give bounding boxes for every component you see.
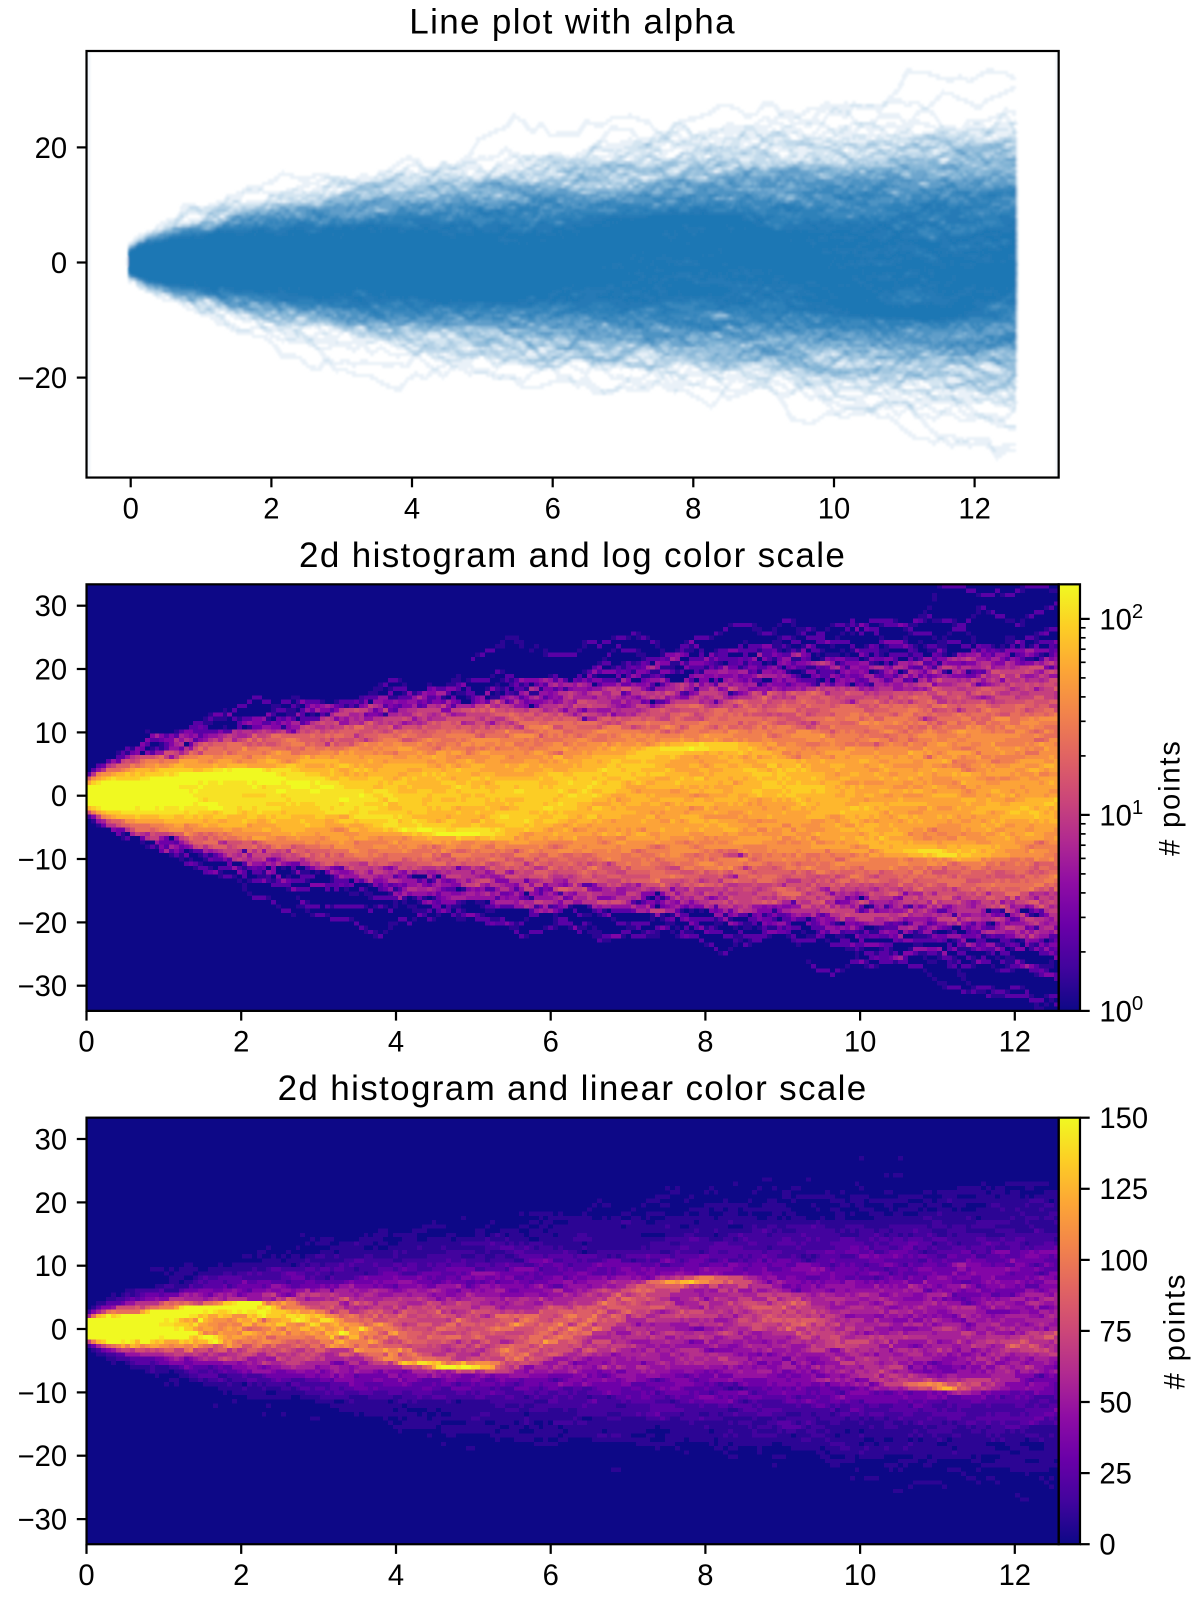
svg-text:6: 6: [545, 493, 561, 525]
svg-text:20: 20: [35, 654, 67, 686]
svg-text:2: 2: [233, 1560, 249, 1592]
svg-text:−30: −30: [18, 1505, 68, 1537]
svg-text:12: 12: [999, 1027, 1031, 1059]
svg-text:10: 10: [818, 493, 850, 525]
svg-text:0: 0: [51, 1314, 67, 1346]
svg-text:50: 50: [1099, 1387, 1131, 1419]
svg-text:12: 12: [999, 1560, 1031, 1592]
svg-text:8: 8: [697, 1560, 713, 1592]
svg-text:4: 4: [388, 1560, 404, 1592]
svg-text:# points: # points: [1155, 739, 1187, 856]
svg-text:30: 30: [35, 1124, 67, 1156]
svg-text:−20: −20: [18, 1441, 68, 1473]
svg-text:4: 4: [388, 1027, 404, 1059]
svg-text:4: 4: [404, 493, 420, 525]
svg-text:−10: −10: [18, 1378, 68, 1410]
svg-text:0: 0: [1099, 1530, 1115, 1562]
svg-text:2d histogram and linear color: 2d histogram and linear color scale: [278, 1069, 868, 1108]
svg-text:10: 10: [844, 1560, 876, 1592]
svg-text:2: 2: [233, 1027, 249, 1059]
svg-text:0: 0: [51, 781, 67, 813]
svg-text:−30: −30: [18, 971, 68, 1003]
svg-text:10: 10: [35, 1251, 67, 1283]
svg-text:8: 8: [685, 493, 701, 525]
svg-text:0: 0: [123, 493, 139, 525]
svg-text:6: 6: [543, 1027, 559, 1059]
svg-text:125: 125: [1099, 1174, 1148, 1206]
svg-text:10: 10: [35, 718, 67, 750]
svg-text:8: 8: [697, 1027, 713, 1059]
svg-text:25: 25: [1099, 1459, 1131, 1491]
svg-text:30: 30: [35, 591, 67, 623]
svg-text:0: 0: [51, 248, 67, 280]
svg-text:Line plot with alpha: Line plot with alpha: [409, 2, 736, 41]
svg-text:0: 0: [78, 1027, 94, 1059]
svg-text:100: 100: [1099, 1245, 1148, 1277]
svg-text:6: 6: [543, 1560, 559, 1592]
svg-text:75: 75: [1099, 1316, 1131, 1348]
svg-text:150: 150: [1099, 1103, 1148, 1135]
svg-text:12: 12: [958, 493, 990, 525]
svg-text:−20: −20: [18, 908, 68, 940]
svg-text:2: 2: [263, 493, 279, 525]
svg-text:2d histogram and log color sca: 2d histogram and log color scale: [299, 536, 846, 575]
svg-text:0: 0: [78, 1560, 94, 1592]
svg-text:−10: −10: [18, 844, 68, 876]
svg-text:10: 10: [844, 1027, 876, 1059]
svg-text:20: 20: [35, 133, 67, 165]
svg-text:20: 20: [35, 1188, 67, 1220]
svg-text:−20: −20: [18, 363, 68, 395]
svg-text:# points: # points: [1159, 1273, 1191, 1390]
